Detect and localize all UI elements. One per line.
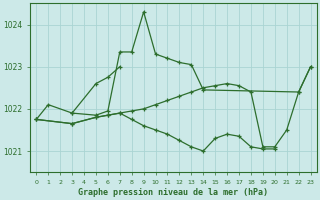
X-axis label: Graphe pression niveau de la mer (hPa): Graphe pression niveau de la mer (hPa) (78, 188, 268, 197)
